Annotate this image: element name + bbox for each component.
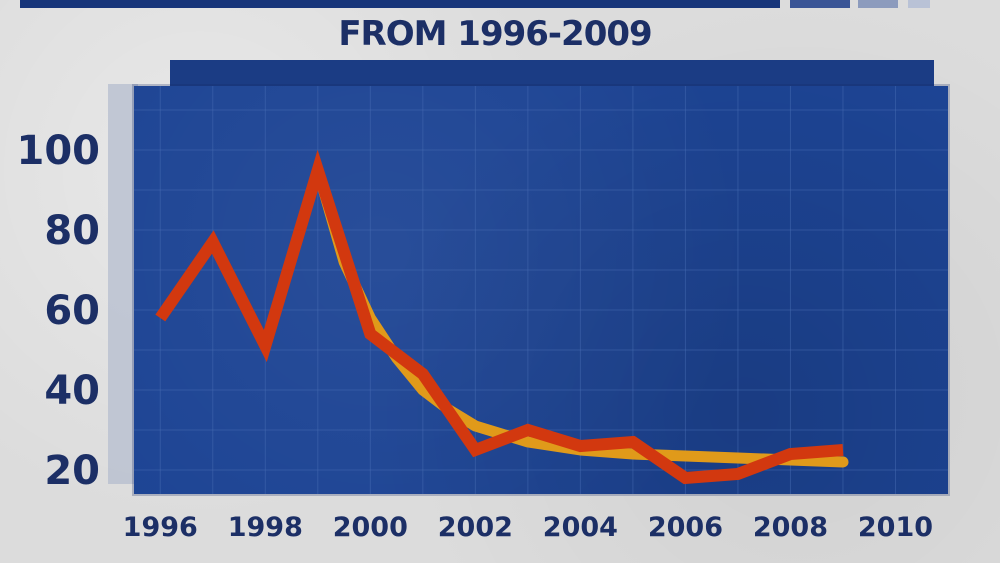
chart-panel-shadow bbox=[108, 84, 138, 484]
chart-panel bbox=[134, 86, 948, 494]
top-accent-bar bbox=[20, 0, 980, 8]
top-bar-segment bbox=[858, 0, 898, 8]
y-tick-label: 20 bbox=[44, 448, 100, 494]
y-tick-label: 60 bbox=[44, 288, 100, 334]
chart-title: FROM 1996-2009 bbox=[338, 14, 652, 54]
y-tick-label: 40 bbox=[44, 368, 100, 414]
x-tick-label: 1996 bbox=[123, 512, 198, 543]
x-tick-label: 2008 bbox=[753, 512, 828, 543]
x-tick-label: 1998 bbox=[228, 512, 303, 543]
x-tick-label: 2004 bbox=[543, 512, 618, 543]
x-axis-ticks: 1996 1998 2000 2002 2004 2006 2008 2010 bbox=[123, 512, 933, 543]
grid bbox=[134, 86, 948, 494]
x-tick-label: 2002 bbox=[438, 512, 513, 543]
top-bar-segment bbox=[908, 0, 930, 8]
top-bar-segment bbox=[790, 0, 850, 8]
y-tick-label: 80 bbox=[44, 208, 100, 254]
y-axis-ticks: 100 80 60 40 20 bbox=[17, 128, 101, 494]
top-bar-segment bbox=[20, 0, 780, 8]
series-layer bbox=[155, 149, 849, 485]
x-tick-label: 2000 bbox=[333, 512, 408, 543]
data-series-line bbox=[155, 149, 844, 485]
x-tick-label: 2010 bbox=[858, 512, 933, 543]
y-tick-label: 100 bbox=[17, 128, 101, 174]
x-tick-label: 2006 bbox=[648, 512, 723, 543]
